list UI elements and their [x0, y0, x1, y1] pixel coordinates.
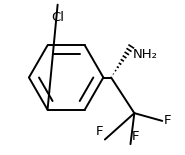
Text: F: F [132, 130, 139, 143]
Text: Cl: Cl [51, 11, 64, 24]
Text: F: F [164, 114, 171, 127]
Text: NH₂: NH₂ [133, 48, 158, 61]
Text: F: F [96, 125, 103, 138]
